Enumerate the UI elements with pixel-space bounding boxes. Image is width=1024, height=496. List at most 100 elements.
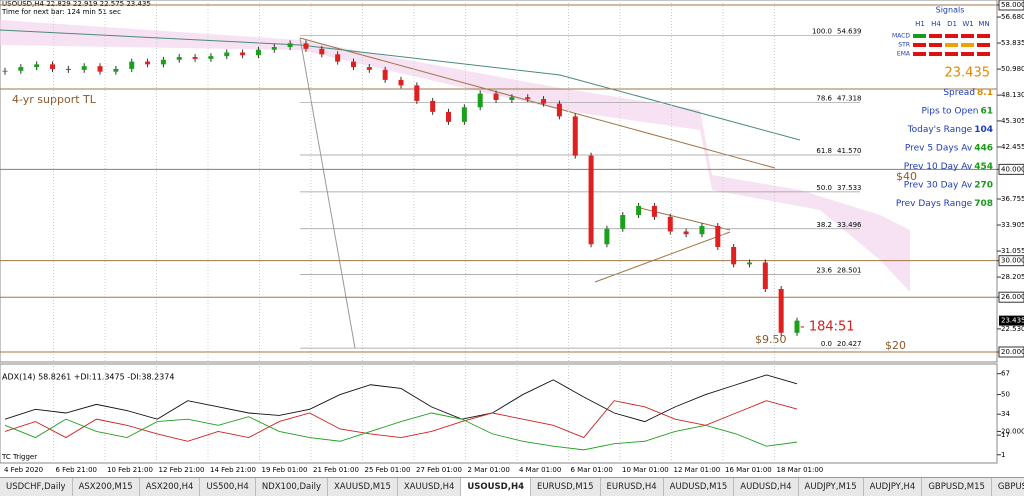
candle (176, 57, 182, 60)
candle (224, 52, 230, 57)
chart-tab[interactable]: GBPUSD,H4 (992, 478, 1024, 496)
annotation: $40 (896, 170, 917, 183)
chart-tab[interactable]: USOUSD,H4 (461, 478, 531, 496)
x-tick-label: 6 Mar 01:00 (571, 466, 613, 474)
x-tick-label: 21 Feb 01:00 (313, 466, 359, 474)
candle (541, 99, 547, 104)
candle (271, 47, 277, 50)
info-row: Prev Days Range 708 (896, 199, 993, 209)
chart-tab[interactable]: EURUSD,H4 (601, 478, 664, 496)
chart-tab[interactable]: AUDUSD,H4 (734, 478, 799, 496)
chart-tab[interactable]: NDX100,Daily (256, 478, 328, 496)
candle (794, 320, 800, 333)
y-tick-label: 33.905 (1001, 221, 1024, 229)
info-value: 270 (974, 180, 993, 190)
candle (34, 64, 40, 68)
fib-price: 47.318 (837, 95, 862, 103)
adx-line (4, 400, 798, 442)
info-label: Pips to Open (922, 106, 979, 116)
chart-tab[interactable]: ASX200,H4 (140, 478, 201, 496)
candle (81, 66, 87, 70)
info-row: Spread 8.1 (943, 88, 993, 98)
chart-tab[interactable]: USDCHF,Daily (0, 478, 73, 496)
info-label: Prev Days Range (896, 199, 973, 209)
candle (303, 43, 309, 49)
candle (477, 93, 483, 108)
signal-frame: MN (978, 20, 989, 28)
signal-frame: W1 (962, 20, 973, 28)
candle (319, 48, 325, 55)
y-tick-label: 1 (1001, 451, 1005, 459)
annotation: 4-yr support TL (12, 93, 97, 106)
y-tick-label: 31.055 (1001, 247, 1024, 255)
signals-title: Signals (936, 6, 965, 15)
y-tick-label: 26.000 (1001, 293, 1024, 301)
candle (129, 61, 135, 69)
y-tick-label: 42.455 (1001, 143, 1024, 151)
fib-price: 28.501 (837, 266, 862, 274)
signal-name: EMA (897, 51, 911, 58)
candle (2, 70, 8, 72)
candle (525, 97, 531, 100)
signal-square (961, 52, 974, 56)
candle (446, 111, 452, 122)
x-tick-label: 12 Feb 21:00 (159, 466, 205, 474)
candle (667, 216, 673, 232)
signal-frame: H4 (931, 20, 941, 28)
candle (414, 85, 420, 101)
info-label: Today's Range (907, 125, 973, 135)
info-value: 61 (980, 106, 993, 116)
chart-tab[interactable]: EURUSD,M15 (531, 478, 601, 496)
x-tick-label: 6 Feb 21:00 (56, 466, 97, 474)
candle (382, 69, 388, 80)
tick-box (998, 163, 1024, 175)
signal-square (961, 43, 974, 47)
y-tick-label: 58.000 (1001, 1, 1024, 9)
candle (683, 231, 689, 235)
chart-tab[interactable]: AUDUSD,M15 (664, 478, 735, 496)
x-tick-label: 25 Feb 01:00 (365, 466, 411, 474)
y-tick-label: 36.755 (1001, 195, 1024, 203)
info-row: Prev 5 Days Av 446 (905, 143, 993, 153)
current-price-label: 23.435 (1001, 317, 1024, 325)
y-tick-label: 28.205 (1001, 273, 1024, 281)
y-tick-label: 50.980 (1001, 65, 1024, 73)
chart-tab[interactable]: XAUUSD,H4 (398, 478, 462, 496)
x-tick-label: 14 Feb 21:00 (210, 466, 256, 474)
candle (588, 155, 594, 245)
candle (604, 228, 610, 245)
current-price-box (999, 315, 1024, 326)
chart-tab[interactable]: ASX200,M15 (73, 478, 140, 496)
candle (731, 246, 737, 265)
candle (636, 205, 642, 216)
fib-ratio: 23.6 (816, 266, 832, 274)
trend-line (299, 37, 356, 349)
info-row: Pips to Open 61 (922, 106, 993, 116)
info-value: 8.1 (977, 88, 993, 98)
fib-price: 54.639 (837, 28, 862, 36)
tick-box (998, 0, 1024, 11)
x-tick-label: 18 Mar 01:00 (777, 466, 824, 474)
chart-tab[interactable]: GBPUSD,M15 (922, 478, 992, 496)
info-label: Spread (943, 88, 975, 98)
fib-price: 33.496 (837, 221, 862, 229)
y-tick-label: 67 (1001, 370, 1010, 378)
signal-square (977, 43, 990, 47)
x-tick-label: 27 Feb 01:00 (416, 466, 462, 474)
signal-square (913, 43, 926, 47)
candle (335, 54, 341, 62)
y-tick-label: 22.530 (1001, 325, 1024, 333)
x-tick-label: 16 Mar 01:00 (725, 466, 772, 474)
x-tick-label: 19 Feb 01:00 (262, 466, 308, 474)
chart-tab[interactable]: US500,H4 (200, 478, 256, 496)
info-value: 454 (974, 162, 993, 172)
candle (493, 93, 499, 100)
moving-average (0, 29, 801, 141)
chart-tab[interactable]: AUDJPY,M15 (799, 478, 864, 496)
chart-tab[interactable]: AUDJPY,H4 (864, 478, 923, 496)
header: USOUSD,H4 22.829 22.919 22.575 23.435 (2, 0, 151, 8)
chart-tab[interactable]: XAUUSD,M15 (328, 478, 398, 496)
x-tick-label: 12 Mar 01:00 (674, 466, 721, 474)
candle (287, 43, 293, 48)
fib-ratio: 78.6 (816, 95, 832, 103)
